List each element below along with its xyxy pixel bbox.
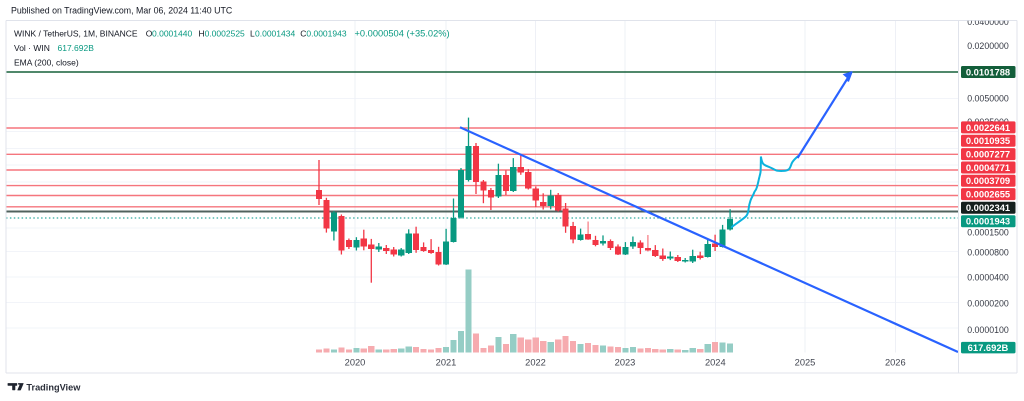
svg-text:0.0002655: 0.0002655 (966, 189, 1010, 200)
svg-text:0.0002341: 0.0002341 (966, 202, 1010, 213)
svg-text:2023: 2023 (615, 357, 636, 367)
svg-text:2020: 2020 (345, 357, 366, 367)
svg-text:0.0000200: 0.0000200 (967, 299, 1009, 309)
svg-text:0.0200000: 0.0200000 (967, 41, 1009, 51)
svg-text:2024: 2024 (705, 357, 726, 367)
svg-text:Published on TradingView.com,: Published on TradingView.com, Mar 06, 20… (11, 5, 233, 15)
svg-text:0.0022641: 0.0022641 (966, 122, 1010, 133)
svg-text:2025: 2025 (795, 357, 816, 367)
svg-text:0.0010935: 0.0010935 (966, 135, 1010, 146)
svg-text:0.0003709: 0.0003709 (966, 175, 1010, 186)
svg-text:0.0000800: 0.0000800 (967, 248, 1009, 258)
svg-text:TradingView: TradingView (26, 382, 81, 392)
svg-text:2026: 2026 (885, 357, 906, 367)
svg-text:2022: 2022 (525, 357, 546, 367)
svg-text:0.0001943: 0.0001943 (966, 216, 1010, 227)
svg-text:0.0050000: 0.0050000 (967, 94, 1009, 104)
svg-text:0.0001500: 0.0001500 (967, 227, 1009, 237)
svg-text:2021: 2021 (436, 357, 457, 367)
svg-text:617.692B: 617.692B (968, 342, 1009, 353)
svg-text:EMA (200, close): EMA (200, close) (14, 57, 79, 67)
svg-text:0.0004771: 0.0004771 (966, 162, 1010, 173)
svg-text:0.0000100: 0.0000100 (967, 325, 1009, 335)
svg-text:0.0007277: 0.0007277 (966, 148, 1010, 159)
svg-text:0.0101788: 0.0101788 (966, 66, 1010, 77)
svg-text:0.0000400: 0.0000400 (967, 272, 1009, 282)
svg-text:0.0400000: 0.0400000 (967, 17, 1009, 27)
